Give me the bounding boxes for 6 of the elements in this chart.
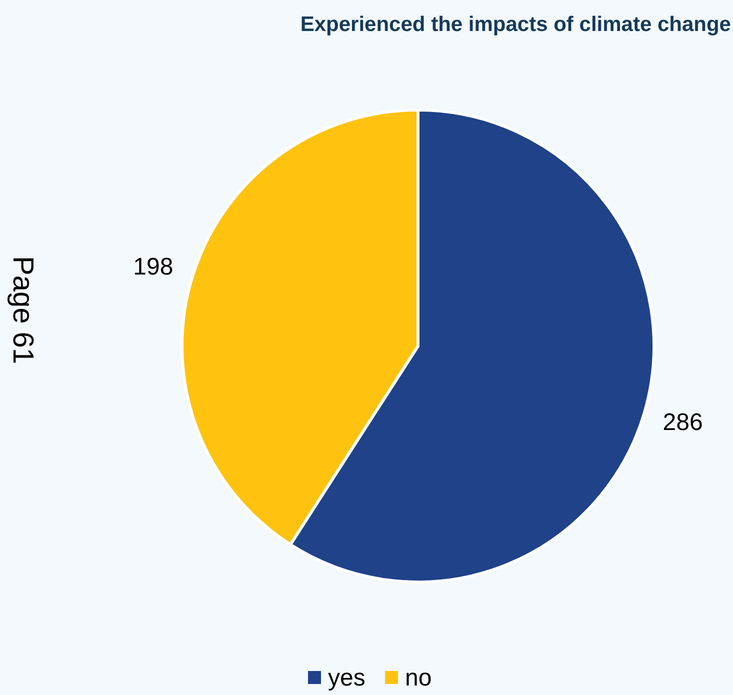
legend-label: no [405,664,432,692]
chart-title: Experienced the impacts of climate change [300,13,731,36]
legend-label: yes [328,664,366,692]
data-label: 198 [133,254,174,281]
data-label: 286 [662,409,703,436]
text: Page 61 [6,256,38,364]
